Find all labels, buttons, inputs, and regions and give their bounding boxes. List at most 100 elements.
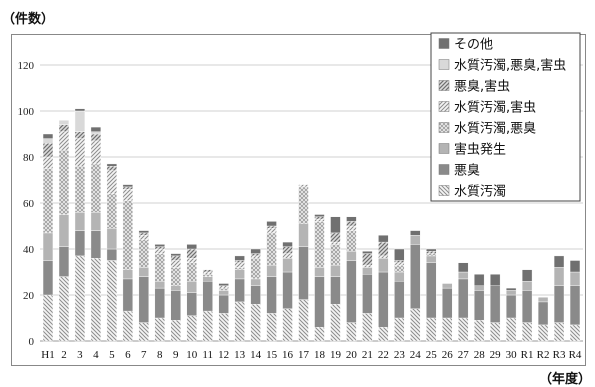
bar-segment	[410, 234, 421, 245]
bar-segment	[42, 294, 54, 342]
bar-segment	[426, 317, 437, 342]
bar-segment	[442, 283, 453, 289]
bar-segment	[202, 310, 213, 342]
x-tick-label: 4	[93, 349, 99, 361]
bar-segment	[490, 285, 501, 323]
bar-segment	[90, 211, 102, 231]
bar-segment	[266, 276, 277, 314]
bar-segment	[282, 308, 293, 342]
bar-segment	[186, 292, 197, 316]
bar-segment	[505, 290, 517, 296]
bar-segment	[298, 299, 309, 342]
bar-segment	[122, 200, 133, 270]
bar-segment	[362, 267, 373, 275]
bar-segment	[266, 232, 277, 266]
bar-segment	[250, 278, 261, 286]
bar-segment	[90, 133, 102, 142]
bar-segment	[122, 186, 133, 190]
bar-segment	[282, 241, 293, 247]
bar-segment	[505, 317, 517, 342]
bar-segment	[58, 276, 70, 342]
bar-segment	[394, 248, 405, 261]
bar-segment	[410, 244, 421, 309]
bar-segment	[569, 285, 581, 326]
bar-segment	[394, 271, 405, 282]
bar-segment	[154, 244, 165, 247]
bar-segment	[426, 255, 437, 263]
bar-segment	[218, 285, 229, 289]
bar-segment	[330, 264, 341, 277]
bar-segment	[314, 276, 325, 328]
bar-segment	[58, 246, 70, 277]
bar-segment	[202, 276, 213, 282]
x-tick-label: 12	[218, 349, 229, 361]
x-tick-label: 19	[330, 349, 342, 361]
bar-segment	[458, 262, 469, 273]
bar-segment	[362, 274, 373, 314]
bar-segment	[170, 260, 181, 268]
bar-segment	[186, 281, 197, 293]
bar-segment	[266, 225, 277, 229]
chart-frame	[11, 34, 586, 366]
x-tick-label: R1	[521, 349, 534, 361]
bar-segment	[394, 317, 405, 342]
bar-segment	[346, 260, 357, 323]
bar-segment	[314, 214, 325, 217]
bar-segment	[202, 281, 213, 312]
bar-segment	[314, 218, 325, 222]
bar-segment	[569, 260, 581, 273]
x-tick-label: 25	[426, 349, 438, 361]
bar-segment	[314, 221, 325, 268]
bar-segment	[234, 267, 245, 270]
x-tick-label: 24	[410, 349, 422, 361]
bar-segment	[553, 255, 565, 268]
bar-segment	[218, 283, 229, 286]
legend-label: 水質汚濁,悪臭,害虫	[454, 58, 566, 74]
bar-segment	[521, 281, 533, 291]
bar-segment	[138, 276, 149, 323]
bar-segment	[282, 253, 293, 259]
bar-segment	[218, 294, 229, 314]
bar-segment	[346, 216, 357, 222]
bar-segment	[122, 310, 133, 342]
bar-segment	[266, 228, 277, 234]
bar-segment	[74, 108, 86, 112]
bar-segment	[426, 253, 437, 257]
legend-swatch	[438, 122, 450, 133]
bar-segment	[154, 281, 165, 289]
bar-segment	[410, 308, 421, 342]
bar-segment	[90, 258, 102, 342]
bar-segment	[362, 251, 373, 254]
x-tick-label: 26	[442, 349, 454, 361]
bar-segment	[106, 248, 118, 261]
bar-segment	[314, 267, 325, 277]
bar-segment	[458, 278, 469, 319]
bar-segment	[106, 193, 118, 229]
y-tick-label: 120	[18, 60, 35, 72]
bar-segment	[138, 230, 149, 234]
x-tick-label: 16	[282, 349, 294, 361]
bar-segment	[426, 251, 437, 254]
x-tick-label: 14	[250, 349, 262, 361]
bar-segment	[58, 131, 70, 151]
bar-segment	[282, 246, 293, 254]
bar-segment	[138, 239, 149, 268]
legend-label: 水質汚濁	[454, 184, 506, 200]
bar-segment	[170, 285, 181, 291]
bar-segment	[458, 271, 469, 280]
bar-segment	[42, 138, 54, 144]
bar-segment	[106, 163, 118, 167]
legend-swatch	[438, 164, 450, 175]
bar-segment	[218, 290, 229, 296]
bar-segment	[569, 324, 581, 342]
bar-segment	[378, 255, 389, 259]
bar-segment	[106, 260, 118, 342]
bar-segment	[314, 327, 325, 342]
bar-segment	[74, 138, 86, 167]
bar-segment	[74, 165, 86, 213]
x-tick-label: 21	[362, 349, 373, 361]
bar-segment	[170, 290, 181, 321]
bar-segment	[106, 228, 118, 250]
bar-segment	[58, 214, 70, 247]
bar-segment	[202, 271, 213, 275]
